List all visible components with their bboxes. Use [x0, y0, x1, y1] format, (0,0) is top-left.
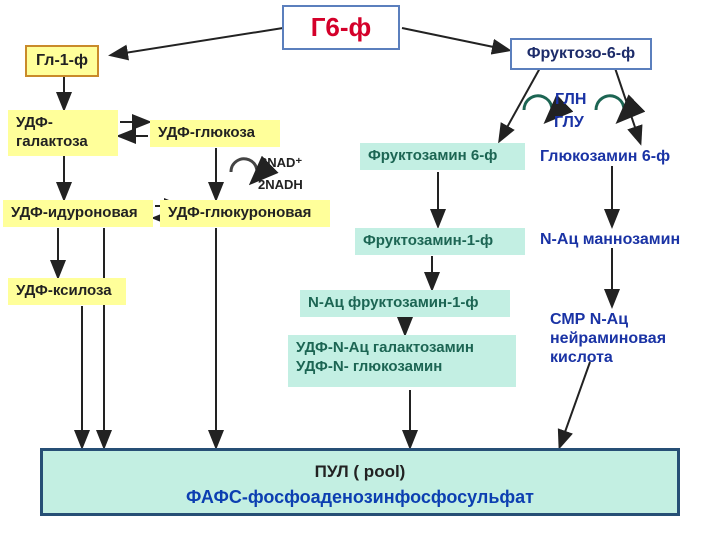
- node-g6f: Г6-ф: [282, 5, 400, 50]
- node-nacfru: N-Ац фруктозамин-1-ф: [300, 290, 510, 317]
- label-gln: ГЛН: [555, 90, 586, 109]
- arrow-0: [112, 28, 283, 55]
- node-fru6f: Фруктозамин 6-ф: [360, 143, 525, 170]
- label-nacman: N-Ац маннозамин: [540, 230, 680, 249]
- node-udf_glr: УДФ-глюкуроновая: [160, 200, 330, 227]
- node-udf_idur: УДФ-идуроновая: [3, 200, 153, 227]
- label-nadh: 2NADH: [258, 177, 303, 193]
- diagram-stage: Г6-ф Гл-1-ф Фруктозо-6-ф УДФ- галактоза УДФ-…: [0, 0, 720, 540]
- label-glcn6f: Глюкозамин 6-ф: [540, 147, 670, 166]
- arrow-1: [402, 28, 508, 50]
- arrow-10: [500, 68, 540, 140]
- node-pul-sub: ФАФС-фосфоаденозинфосфосульфат: [51, 486, 669, 509]
- label-glu: ГЛУ: [554, 113, 584, 132]
- node-udfnac: УДФ-N-Ац галактозамин УДФ-N- глюкозамин: [288, 335, 516, 387]
- cycle-arrow-1: [596, 96, 624, 120]
- label-cmp: СМР N-Ац нейраминовая кислота: [550, 310, 666, 368]
- node-pul: ПУЛ ( рооl)ФАФС-фосфоаденозинфосфосульфа…: [40, 448, 680, 516]
- node-f6f: Фруктозо-6-ф: [510, 38, 652, 70]
- label-nad: 2NAD⁺: [260, 155, 302, 171]
- node-fru1f: Фруктозамин-1-ф: [355, 228, 525, 255]
- node-gl1f: Гл-1-ф: [25, 45, 99, 77]
- node-udf_glc: УДФ-глюкоза: [150, 120, 280, 147]
- node-udf_xyl: УДФ-ксилоза: [8, 278, 126, 305]
- node-pul-title: ПУЛ ( рооl): [51, 455, 669, 486]
- arrow-11: [615, 68, 640, 142]
- cycle-arrow-0: [524, 96, 552, 120]
- cycle-arrow-2: [231, 159, 257, 181]
- arrow-17: [560, 362, 590, 446]
- node-udf_gal: УДФ- галактоза: [8, 110, 118, 156]
